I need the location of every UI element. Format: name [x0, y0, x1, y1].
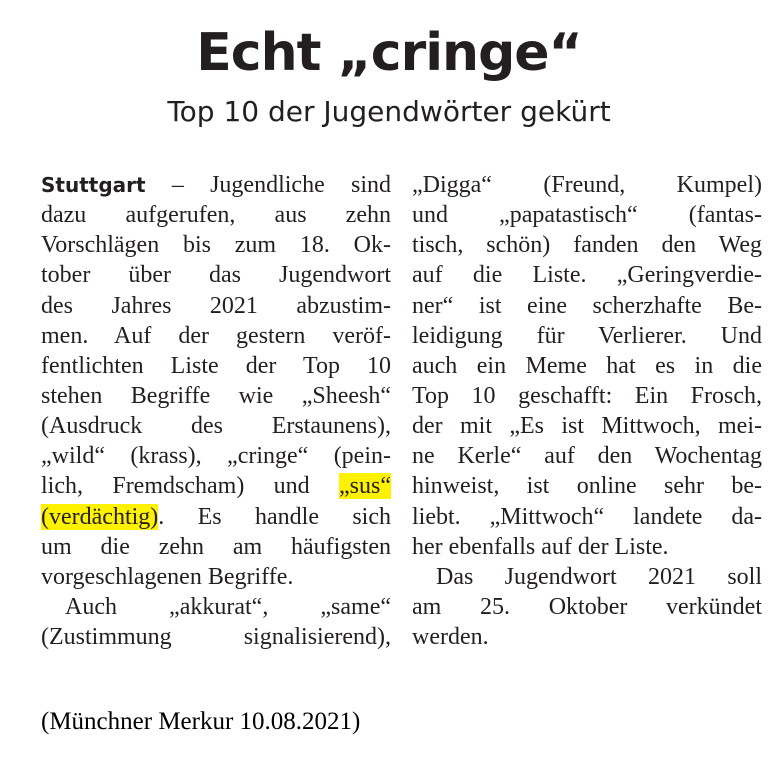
- text-segment: (Zustimmung signalisierend),: [41, 624, 391, 651]
- text-segment: her ebenfalls auf der Liste.: [412, 533, 669, 560]
- text-segment: liebt. „Mittwoch“ landete da-: [412, 503, 762, 530]
- text-line: auch ein Meme hat es in die: [412, 351, 762, 381]
- text-segment: Top 10 geschafft: Ein Frosch,: [412, 382, 762, 409]
- text-segment: „Digga“ (Freund, Kumpel): [412, 172, 762, 198]
- text-segment: tisch, schön) fanden den Weg: [412, 232, 762, 259]
- text-line: um die zehn am häufigsten: [41, 532, 391, 562]
- text-segment: dazu aufgerufen, aus zehn: [41, 202, 391, 229]
- text-segment: Auch „akkurat“, „same“: [65, 593, 391, 620]
- text-line: „wild“ (krass), „cringe“ (pein-: [41, 441, 391, 471]
- headline: Echt „cringe“: [196, 23, 582, 83]
- text-line: auf die Liste. „Geringverdie-: [412, 260, 762, 290]
- text-segment: . Es handle sich: [158, 503, 391, 530]
- dateline: Stuttgart: [41, 173, 146, 197]
- text-line: Stuttgart – Jugendliche sind: [41, 170, 391, 200]
- text-segment: und „papatastisch“ (fantas-: [412, 202, 762, 229]
- text-line: (Ausdruck des Erstaunens),: [41, 411, 391, 441]
- source-citation: (Münchner Merkur 10.08.2021): [41, 708, 361, 735]
- text-line: Auch „akkurat“, „same“: [41, 592, 391, 622]
- text-line: stehen Begriffe wie „Sheesh“: [41, 381, 391, 411]
- text-segment: ne Kerle“ auf den Wochentag: [412, 443, 762, 470]
- text-segment: der mit „Es ist Mittwoch, mei-: [412, 413, 762, 440]
- text-segment: am 25. Oktober verkündet: [412, 593, 762, 620]
- text-segment: (Ausdruck des Erstaunens),: [41, 413, 391, 440]
- text-segment: stehen Begriffe wie „Sheesh“: [41, 382, 391, 409]
- text-line: am 25. Oktober verkündet: [412, 592, 762, 622]
- text-line: Top 10 geschafft: Ein Frosch,: [412, 381, 762, 411]
- text-line: (Zustimmung signalisierend),: [41, 622, 391, 652]
- text-line: Das Jugendwort 2021 soll: [412, 562, 762, 592]
- text-line: des Jahres 2021 abzustim-: [41, 291, 391, 321]
- text-segment: um die zehn am häufigsten: [41, 533, 391, 560]
- text-segment: werden.: [412, 624, 489, 651]
- text-segment: Vorschlägen bis zum 18. Ok-: [41, 232, 391, 259]
- text-line: her ebenfalls auf der Liste.: [412, 532, 762, 562]
- text-line: tober über das Jugendwort: [41, 260, 391, 290]
- text-line: Vorschlägen bis zum 18. Ok-: [41, 230, 391, 260]
- highlighted-text: „sus“: [339, 473, 391, 500]
- text-line: men. Auf der gestern veröf-: [41, 321, 391, 351]
- text-line: liebt. „Mittwoch“ landete da-: [412, 502, 762, 532]
- text-segment: auch ein Meme hat es in die: [412, 352, 762, 379]
- text-line: lich, Fremdscham) und „sus“: [41, 471, 391, 501]
- text-line: der mit „Es ist Mittwoch, mei-: [412, 411, 762, 441]
- text-line: tisch, schön) fanden den Weg: [412, 230, 762, 260]
- text-line: werden.: [412, 622, 762, 652]
- text-line: hinweist, ist online sehr be-: [412, 471, 762, 501]
- text-line: ner“ ist eine scherzhafte Be-: [412, 291, 762, 321]
- text-segment: – Jugendliche sind: [145, 172, 391, 198]
- text-line: und „papatastisch“ (fantas-: [412, 200, 762, 230]
- text-segment: tober über das Jugendwort: [41, 262, 391, 289]
- article-column-1: Stuttgart – Jugendliche sind dazu aufgeru…: [41, 170, 391, 652]
- text-segment: auf die Liste. „Geringverdie-: [412, 262, 762, 289]
- text-segment: hinweist, ist online sehr be-: [412, 473, 762, 500]
- text-segment: „wild“ (krass), „cringe“ (pein-: [41, 443, 391, 470]
- text-line: fentlichten Liste der Top 10: [41, 351, 391, 381]
- text-line: dazu aufgerufen, aus zehn: [41, 200, 391, 230]
- text-segment: lich, Fremdscham) und: [41, 473, 340, 500]
- text-line: (verdächtig). Es handle sich: [41, 502, 391, 532]
- text-segment: ner“ ist eine scherzhafte Be-: [412, 292, 762, 319]
- text-segment: fentlichten Liste der Top 10: [41, 352, 391, 379]
- text-line: ne Kerle“ auf den Wochentag: [412, 441, 762, 471]
- highlighted-text: (verdächtig): [41, 503, 159, 530]
- text-line: vorgeschlagenen Begriffe.: [41, 562, 391, 592]
- subheadline: Top 10 der Jugendwörter gekürt: [167, 95, 611, 128]
- text-segment: men. Auf der gestern veröf-: [41, 322, 391, 349]
- text-segment: vorgeschlagenen Begriffe.: [41, 563, 294, 590]
- text-segment: Das Jugendwort 2021 soll: [436, 563, 762, 590]
- text-segment: des Jahres 2021 abzustim-: [41, 292, 391, 319]
- text-segment: leidigung für Verlierer. Und: [412, 322, 762, 349]
- text-line: „Digga“ (Freund, Kumpel): [412, 170, 762, 200]
- text-line: leidigung für Verlierer. Und: [412, 321, 762, 351]
- article-column-2: „Digga“ (Freund, Kumpel) und „papatastisc…: [412, 170, 762, 652]
